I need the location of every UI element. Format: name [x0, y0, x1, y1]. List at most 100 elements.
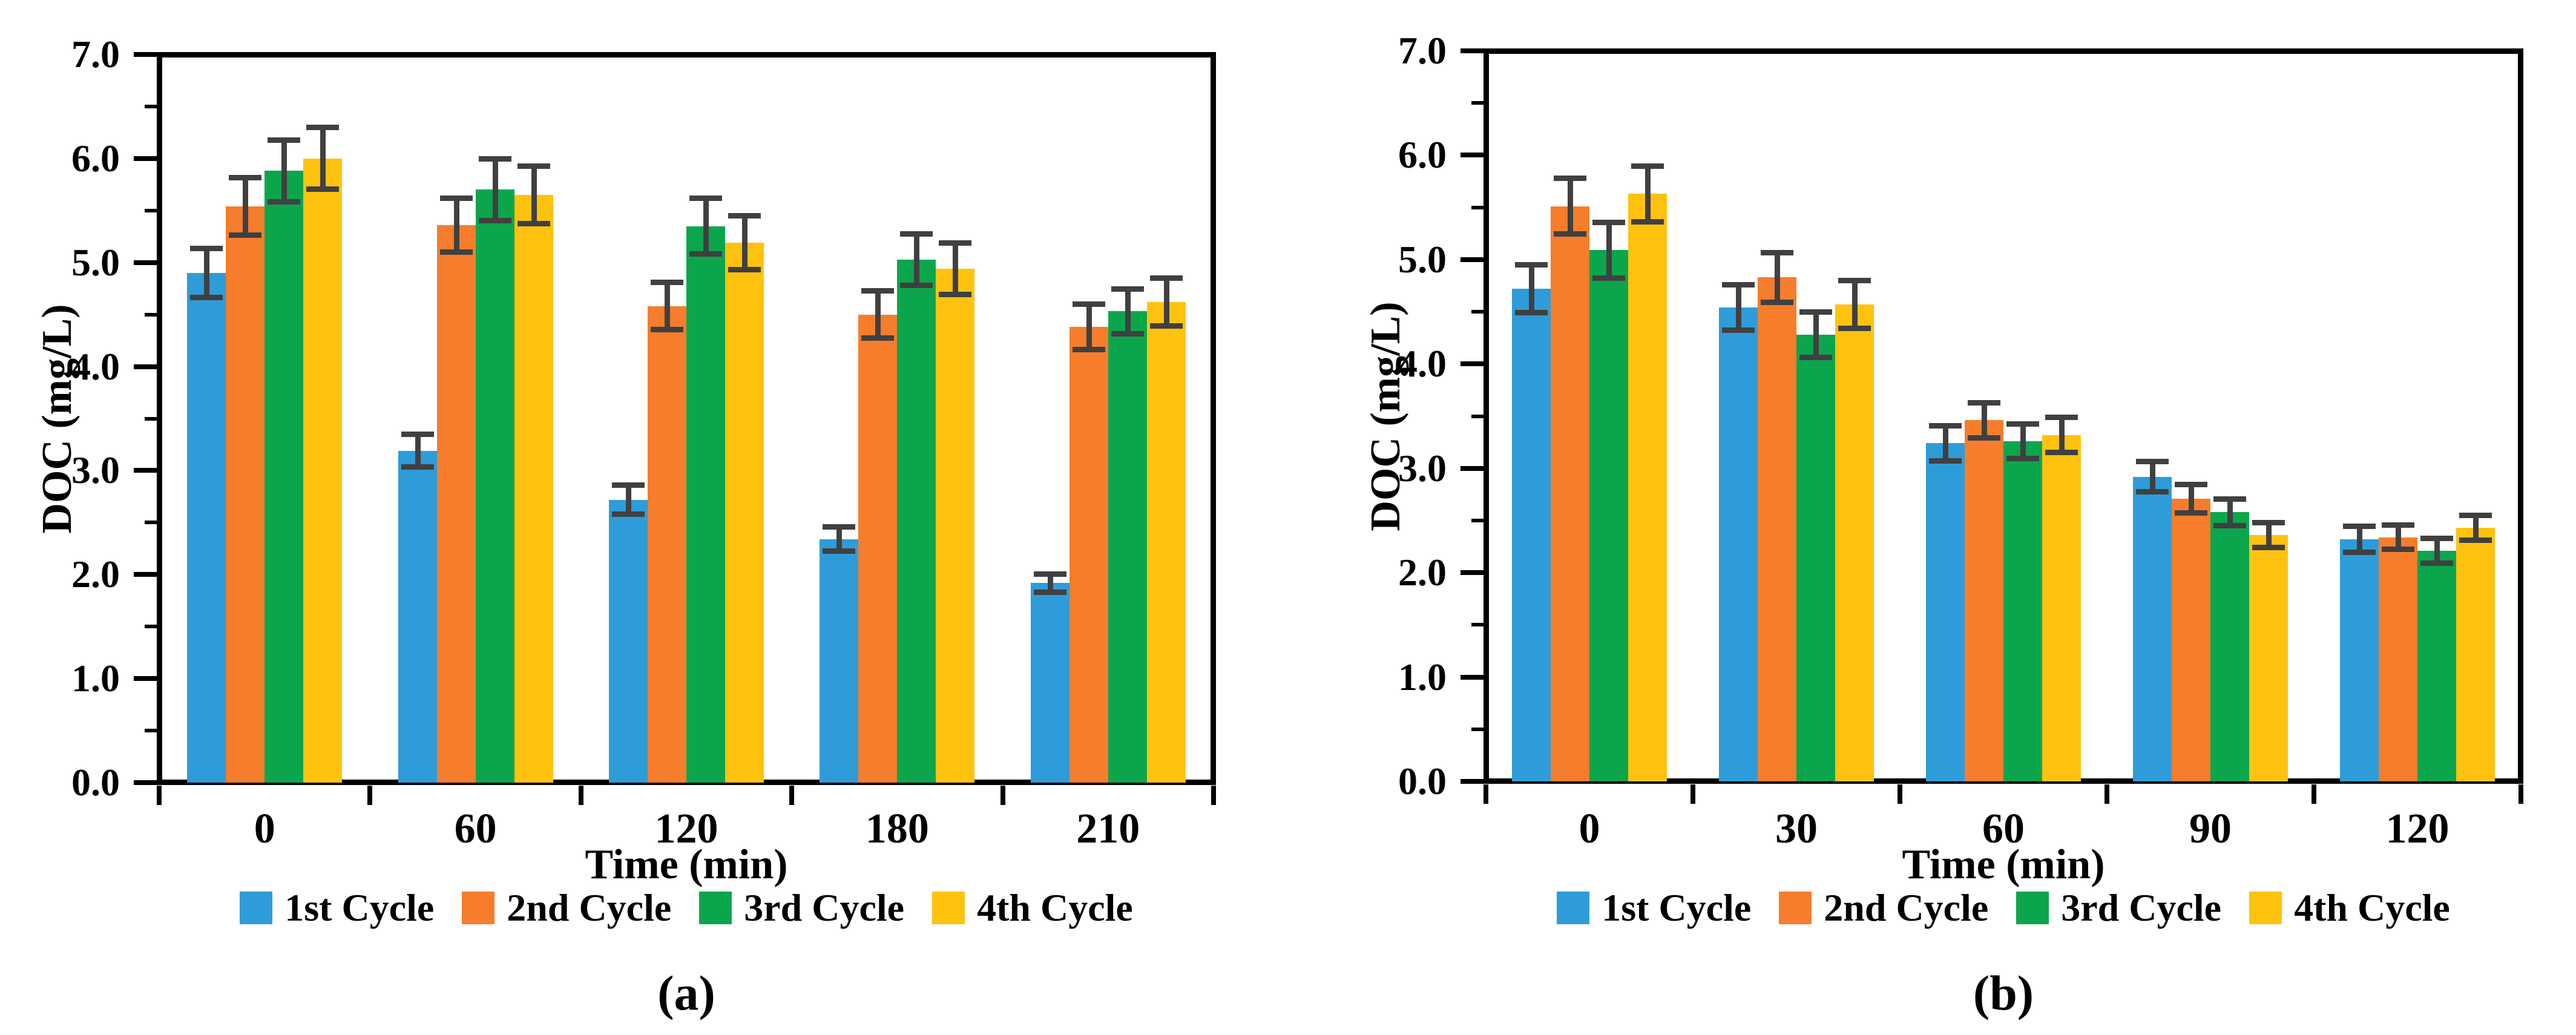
error-bar-cap-bottom	[2343, 550, 2376, 556]
y-axis-tick	[134, 676, 157, 682]
y-axis-tick-label: 4.0	[71, 344, 120, 388]
error-bar-cap-top	[1631, 163, 1664, 169]
error-bar	[1125, 288, 1131, 335]
y-axis-tick	[134, 364, 157, 369]
legend-swatch-icon	[2249, 892, 2282, 924]
bar-3rd-cycle	[2417, 550, 2456, 781]
error-bar-cap-top	[900, 231, 933, 237]
error-bar-cap-bottom	[728, 266, 761, 272]
x-axis-category-label: 120	[654, 806, 718, 852]
y-axis-tick-label: 0.0	[1398, 760, 1447, 803]
y-axis-minor-tick	[1471, 310, 1484, 314]
y-axis-minor-tick	[1471, 101, 1484, 105]
y-axis-title-b: DOC (mg/L)	[1362, 301, 1409, 531]
error-bar	[2357, 525, 2362, 553]
y-axis-minor-tick	[1471, 727, 1484, 731]
error-bar	[2396, 524, 2401, 550]
y-axis-tick-label: 4.0	[1398, 342, 1447, 386]
error-bar-cap-bottom	[478, 217, 511, 223]
x-axis-category-label: 120	[2385, 806, 2450, 852]
bar-4th-cycle	[2249, 535, 2288, 781]
error-bar	[2473, 515, 2479, 540]
error-bar	[836, 527, 843, 552]
error-bar	[492, 158, 498, 221]
y-axis-tick	[1460, 674, 1484, 680]
y-axis-tick-label: 7.0	[71, 33, 120, 76]
error-bar-cap-top	[1838, 278, 1871, 284]
legend-label: 3rd Cycle	[744, 886, 905, 929]
error-bar-cap-top	[2136, 458, 2169, 464]
y-axis-minor-tick	[1471, 518, 1484, 522]
y-axis-tick-label: 2.0	[71, 553, 120, 596]
x-axis-tick	[578, 786, 583, 805]
error-bar	[453, 198, 459, 252]
bar-4th-cycle	[936, 269, 975, 783]
bar-3rd-cycle	[1108, 311, 1147, 783]
x-axis-category-label: 0	[254, 806, 275, 852]
bar-4th-cycle	[1835, 304, 1874, 781]
bar-1st-cycle	[820, 539, 859, 783]
error-bar-cap-top	[939, 240, 972, 246]
bar-2nd-cycle	[2172, 498, 2210, 781]
error-bar-cap-top	[823, 524, 856, 530]
y-axis-tick	[134, 780, 157, 785]
error-bar-cap-top	[1149, 275, 1183, 281]
x-axis-tick	[2518, 784, 2523, 804]
error-bar-cap-top	[2252, 520, 2285, 526]
error-bar-cap-bottom	[2459, 537, 2492, 543]
y-axis-minor-tick	[145, 104, 157, 108]
legend-label: 4th Cycle	[2294, 886, 2450, 929]
error-bar-cap-top	[1111, 286, 1144, 292]
error-bar	[1606, 222, 1612, 278]
error-bar-cap-bottom	[823, 548, 856, 554]
bar-1st-cycle	[187, 272, 226, 783]
error-bar-cap-bottom	[1761, 299, 1793, 305]
y-axis-minor-tick	[145, 208, 157, 212]
legend-item: 4th Cycle	[932, 889, 1133, 927]
bar-2nd-cycle	[226, 206, 265, 783]
error-bar	[1086, 304, 1092, 350]
bar-1st-cycle	[1926, 443, 1965, 781]
error-bar-cap-bottom	[401, 464, 434, 470]
error-bar-cap-top	[2420, 536, 2453, 542]
bar-2nd-cycle	[648, 306, 686, 783]
legend-swatch-icon	[1779, 892, 1812, 924]
error-bar	[2150, 461, 2155, 493]
bar-3rd-cycle	[1796, 335, 1835, 781]
error-bar	[1813, 312, 1819, 358]
error-bar	[914, 233, 920, 286]
x-axis-category-label: 180	[865, 806, 929, 852]
legend-a: 1st Cycle 2nd Cycle 3rd Cycle 4th Cycle	[159, 889, 1214, 927]
error-bar-cap-top	[306, 125, 340, 131]
error-bar-cap-bottom	[861, 335, 895, 341]
x-axis-tick	[1000, 786, 1005, 805]
x-axis-category-label: 30	[1775, 806, 1818, 852]
error-bar	[204, 248, 210, 298]
legend-label: 2nd Cycle	[507, 886, 672, 929]
error-bar	[2434, 538, 2440, 564]
error-bar-cap-top	[2175, 481, 2207, 487]
error-bar	[1047, 573, 1053, 593]
bar-3rd-cycle	[264, 171, 304, 783]
error-bar	[2020, 423, 2026, 459]
bar-1st-cycle	[609, 499, 648, 783]
y-axis-tick	[134, 156, 157, 161]
error-bar	[953, 243, 959, 295]
x-axis-tick	[367, 786, 373, 805]
panel-caption-a: (a)	[657, 965, 715, 1020]
error-bar-cap-top	[2459, 513, 2492, 519]
error-bar-cap-bottom	[2420, 560, 2453, 566]
y-axis-minor-tick	[145, 521, 157, 525]
y-axis-tick	[134, 572, 157, 577]
legend-label: 2nd Cycle	[1824, 886, 1989, 929]
error-bar	[320, 127, 326, 190]
x-axis-tick	[2312, 784, 2316, 804]
error-bar-cap-top	[2343, 523, 2376, 529]
error-bar-cap-top	[861, 288, 895, 294]
y-axis-tick-label: 3.0	[1398, 446, 1447, 490]
legend-item: 2nd Cycle	[1779, 889, 1988, 927]
bar-3rd-cycle	[2210, 512, 2249, 781]
legend-item: 1st Cycle	[240, 889, 434, 927]
error-bar-cap-top	[439, 196, 473, 202]
